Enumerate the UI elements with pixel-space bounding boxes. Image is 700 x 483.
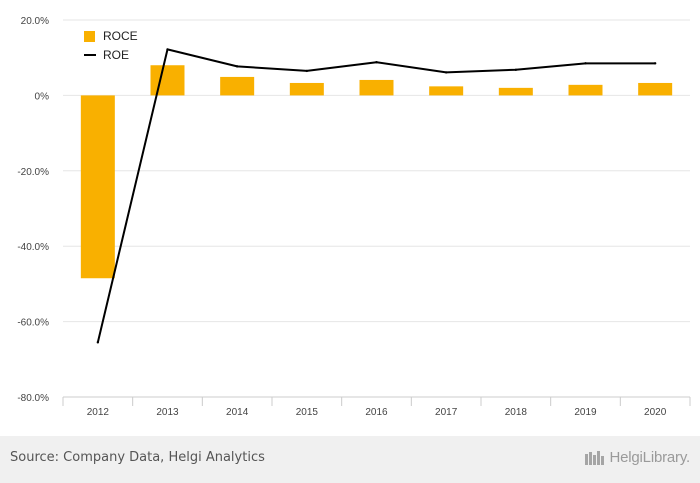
x-tick-label: 2018 [505,407,528,418]
y-tick-label: -20.0% [17,167,49,178]
bar-roce [289,82,324,96]
point-roe [653,62,657,65]
y-tick-label: 0% [35,91,50,102]
y-tick-label: 20.0% [21,16,49,27]
point-roe [375,61,378,64]
source-note: Source: Company Data, Helgi Analytics [10,450,265,465]
point-roe [96,341,100,344]
bar-roce [638,82,673,96]
chart: 20.0% 0% -20.0% -40.0% -60.0% -80.0% 2012 2013 2… [17,16,691,418]
bar-roce [220,76,255,96]
y-tick-label: -40.0% [17,242,49,253]
x-tick-label: 2019 [574,407,597,418]
bar-roce [429,86,464,96]
point-roe [514,68,518,71]
x-tick-label: 2017 [435,407,458,418]
bar-roce [80,95,115,279]
bar-roce [568,84,603,96]
point-roe [305,69,309,73]
x-tick-label: 2016 [365,407,388,418]
y-tick-label: -80.0% [17,393,49,404]
footer: Source: Company Data, Helgi Analytics He… [0,436,700,483]
point-roe [166,48,169,51]
legend: ROCE ROE [84,29,138,62]
legend-label-roe: ROE [103,48,129,62]
point-roe [235,65,239,68]
bar-roce [359,79,394,96]
x-tick-label: 2020 [644,407,667,418]
brand-logo: HelgiLibrary. [584,449,691,466]
point-roe [584,62,587,65]
bar-roce [498,87,533,96]
library-icon [584,450,604,465]
x-tick-label: 2015 [296,407,319,418]
y-tick-label: -60.0% [17,318,49,329]
point-roe [444,71,448,74]
legend-swatch-roce [84,31,95,42]
brand-name: HelgiLibrary. [609,449,691,466]
x-tick-label: 2014 [226,407,249,418]
x-tick-label: 2012 [87,407,110,418]
bar-roce [150,65,185,96]
x-tick-label: 2013 [156,407,179,418]
legend-label-roce: ROCE [103,29,138,43]
